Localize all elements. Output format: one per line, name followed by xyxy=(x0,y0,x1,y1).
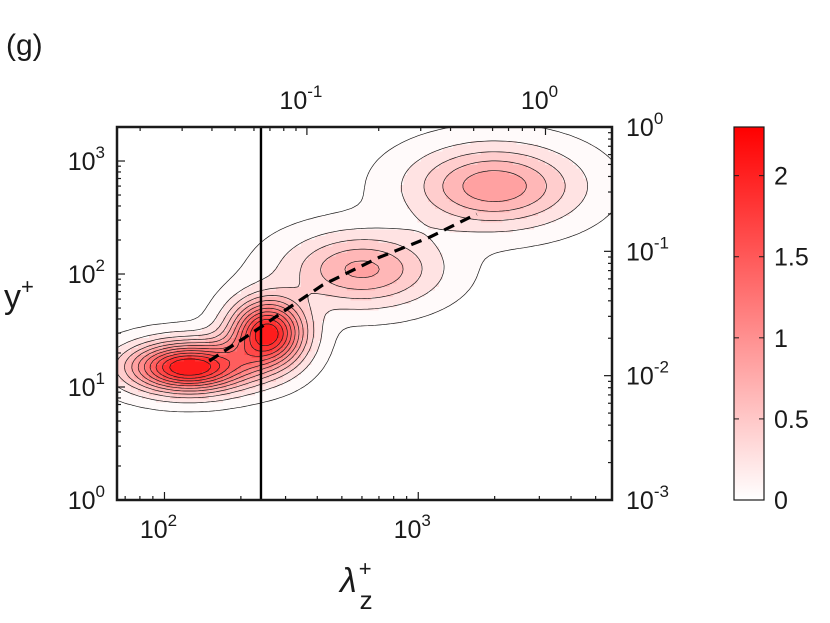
right-tick-label: 10-3 xyxy=(626,482,669,515)
panel-label: (g) xyxy=(6,29,43,62)
x-axis-label: λ+ z xyxy=(338,556,373,615)
contour-line xyxy=(124,160,547,395)
contour-line xyxy=(155,315,288,382)
x-tick-label: 103 xyxy=(394,511,431,544)
top-tick-label: 100 xyxy=(521,82,558,115)
contour-line xyxy=(117,151,566,399)
y-tick-label: 103 xyxy=(68,143,105,176)
right-tick-label: 100 xyxy=(626,109,663,142)
contour-line xyxy=(131,170,527,392)
y-tick-label: 101 xyxy=(68,369,105,402)
colorbar-bar xyxy=(733,126,765,501)
contour-line xyxy=(149,311,292,384)
tick-marks xyxy=(117,126,612,501)
right-tick-label: 10-2 xyxy=(626,358,669,391)
x-tick-label: 102 xyxy=(140,511,177,544)
axes: 102 103 10-1 100 100 101 102 103 10-3 10-2 10-1 100… xyxy=(4,82,669,615)
contour-lines xyxy=(117,127,612,413)
colorbar: 0 0.5 1 1.5 2 xyxy=(733,126,809,515)
colorbar-tick-label: 2 xyxy=(774,163,788,191)
contour-fill xyxy=(117,127,612,413)
ridge-line xyxy=(208,212,478,363)
contour-line xyxy=(169,323,279,376)
contour-line xyxy=(117,127,612,413)
colorbar-tick-label: 1 xyxy=(774,325,788,353)
contour-line xyxy=(143,307,296,387)
contour-line xyxy=(161,318,284,379)
colorbar-tick-label: 1.5 xyxy=(774,244,809,272)
colorbar-tick-label: 0 xyxy=(774,487,788,515)
plot-frame xyxy=(115,125,614,502)
tick-labels: 102 103 10-1 100 100 101 102 103 10-3 10-2 10-1 100 xyxy=(68,82,669,544)
y-axis-label: y+ xyxy=(4,274,34,316)
y-tick-label: 102 xyxy=(68,256,105,289)
contour-plot xyxy=(117,127,612,500)
y-tick-label: 100 xyxy=(68,482,105,515)
colorbar-tick-label: 0.5 xyxy=(774,406,809,434)
top-tick-label: 10-1 xyxy=(279,82,322,115)
right-tick-label: 10-1 xyxy=(626,233,669,266)
